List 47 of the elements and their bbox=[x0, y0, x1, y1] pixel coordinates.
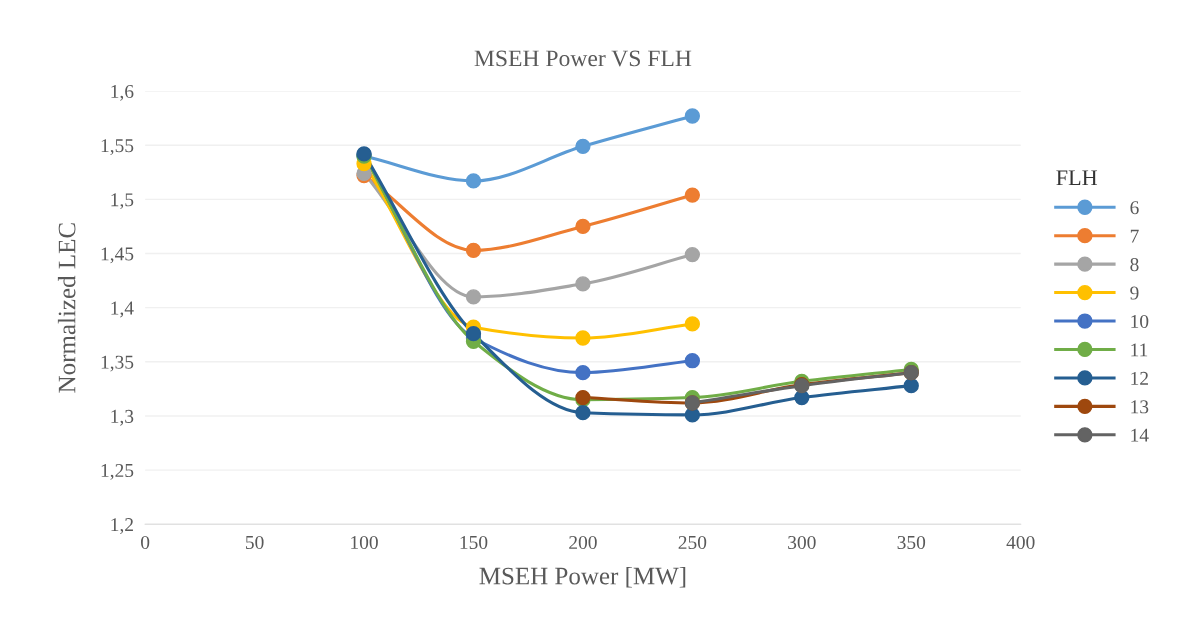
y-tick-label: 1,25 bbox=[101, 463, 134, 480]
x-tick-label: 350 bbox=[897, 535, 926, 550]
x-tick-label: 300 bbox=[788, 535, 816, 550]
x-tick-label: 50 bbox=[245, 535, 264, 550]
x-tick-label: 200 bbox=[569, 535, 597, 550]
legend-title: FLH bbox=[1056, 170, 1098, 185]
point bbox=[684, 108, 701, 124]
point bbox=[575, 276, 591, 292]
point bbox=[903, 378, 919, 394]
point bbox=[575, 138, 591, 154]
y-tick-label: 1,6 bbox=[111, 84, 134, 101]
point bbox=[465, 242, 482, 258]
legend-label: 8 bbox=[1130, 258, 1139, 272]
legend-label: 7 bbox=[1130, 229, 1139, 243]
legend-label: 11 bbox=[1131, 343, 1148, 357]
x-tick-label: 400 bbox=[1006, 535, 1035, 550]
legend-label: 12 bbox=[1131, 371, 1148, 385]
point bbox=[684, 187, 701, 203]
y-tick-label: 1,2 bbox=[111, 518, 133, 534]
point bbox=[465, 173, 482, 189]
chart-title: MSEH Power VS FLH bbox=[474, 50, 692, 67]
y-tick-label: 1,3 bbox=[111, 409, 134, 426]
y-tick-label: 1,45 bbox=[101, 247, 134, 264]
point bbox=[684, 316, 701, 332]
x-tick-label: 250 bbox=[678, 535, 707, 550]
legend-label: 14 bbox=[1131, 428, 1149, 442]
x-tick-label: 100 bbox=[351, 535, 378, 550]
legend-label: 6 bbox=[1130, 201, 1139, 215]
x-tick-label: 150 bbox=[460, 535, 488, 550]
point bbox=[575, 365, 591, 381]
y-axis-title: Normalized LEC bbox=[57, 223, 76, 393]
point bbox=[575, 405, 591, 421]
legend-label: 10 bbox=[1131, 314, 1149, 329]
legend-label: 9 bbox=[1130, 286, 1139, 300]
y-tick-label: 1,4 bbox=[111, 301, 134, 318]
point bbox=[684, 246, 701, 263]
point bbox=[684, 353, 701, 369]
x-tick-label: 0 bbox=[141, 535, 150, 550]
y-tick-label: 1,5 bbox=[111, 193, 134, 210]
y-tick-label: 1,35 bbox=[101, 355, 134, 372]
point bbox=[575, 330, 591, 346]
legend-label: 13 bbox=[1131, 400, 1149, 414]
x-axis-title: MSEH Power [MW] bbox=[479, 566, 686, 588]
point bbox=[465, 289, 482, 305]
point bbox=[465, 326, 482, 342]
point bbox=[575, 218, 591, 235]
y-tick-label: 1,55 bbox=[101, 139, 134, 155]
